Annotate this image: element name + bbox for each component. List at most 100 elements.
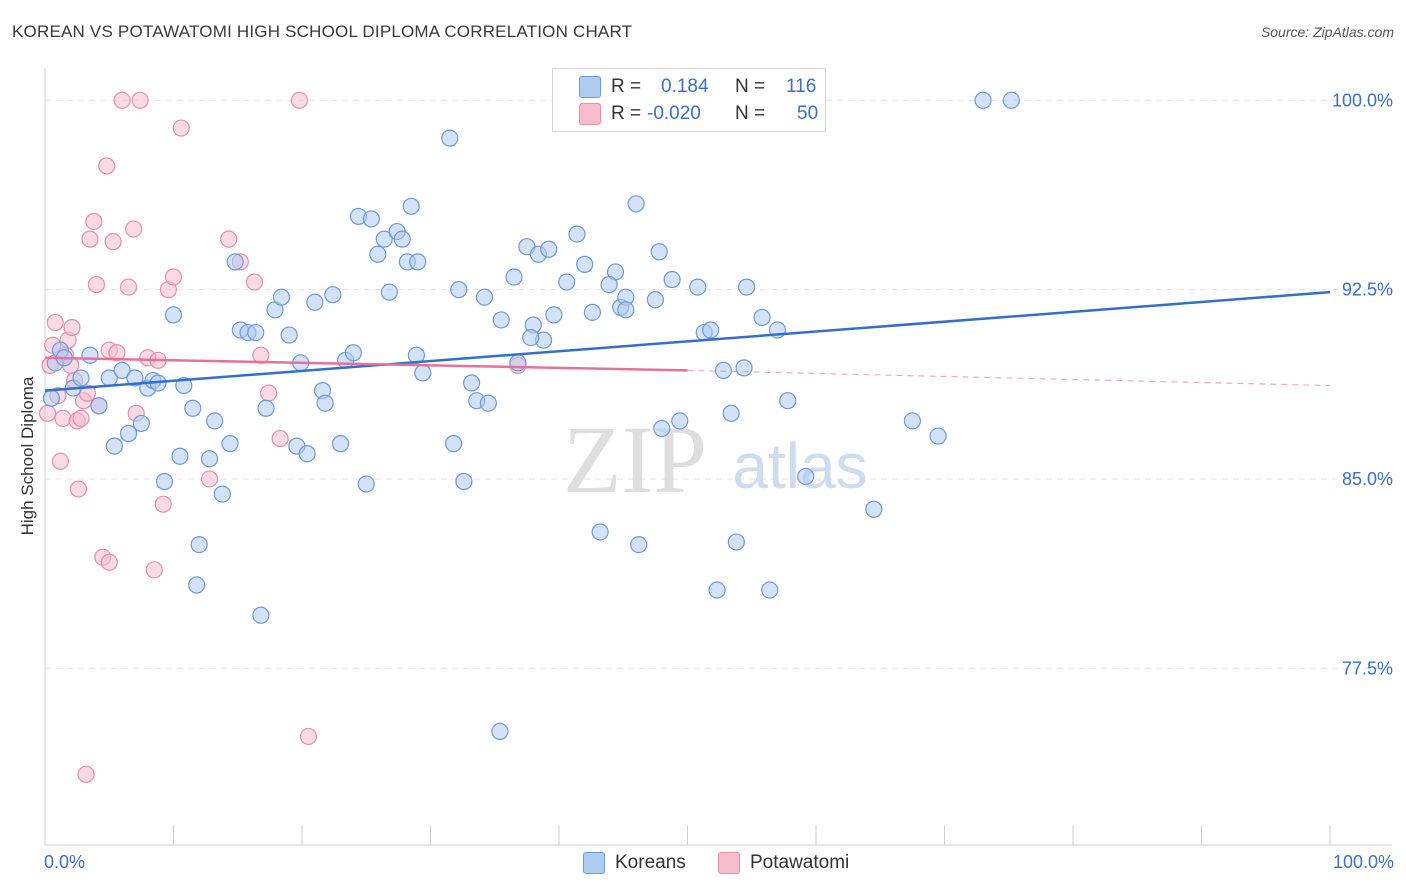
korean-point: [779, 392, 797, 410]
stats-legend: R = 0.184 N = 116 R = -0.020 N = 50: [552, 68, 826, 132]
korean-point: [630, 535, 648, 554]
korean-point: [617, 301, 635, 319]
legend-swatch-koreans: [583, 852, 605, 874]
korean-point: [450, 281, 468, 299]
korean-point: [1002, 91, 1020, 109]
y-axis-label: High School Diploma: [18, 376, 37, 536]
korean-point: [479, 394, 497, 412]
korean-trend-line: [44, 290, 1331, 392]
potawatomi-point: [51, 452, 70, 470]
potawatomi-point: [125, 220, 143, 238]
korean-point: [257, 399, 275, 417]
korean-point: [738, 278, 756, 296]
potawatomi-point: [54, 409, 72, 427]
korean-point: [272, 288, 291, 306]
korean-point: [155, 472, 174, 491]
potawatomi-point: [245, 273, 264, 291]
legend-item-koreans: Koreans: [583, 852, 686, 874]
korean-point: [576, 255, 594, 273]
korean-point: [280, 326, 298, 344]
potawatomi-point: [220, 230, 238, 248]
legend-label-potawatomi: Potawatomi: [750, 852, 850, 873]
potawatomi-point: [87, 275, 106, 294]
legend-r-label: R =: [611, 103, 642, 124]
korean-point: [298, 445, 316, 463]
potawatomi-point: [271, 429, 289, 448]
potawatomi-point: [145, 561, 163, 579]
series-koreans: [42, 91, 1020, 741]
korean-point: [42, 389, 61, 407]
korean-point: [324, 286, 342, 304]
korean-point: [247, 323, 265, 342]
korean-point: [380, 283, 398, 301]
korean-point: [455, 472, 473, 491]
korean-point: [708, 581, 726, 599]
korean-point: [375, 230, 393, 248]
legend-n-value-potawatomi: 50: [797, 103, 819, 124]
korean-point: [650, 243, 668, 261]
korean-point: [865, 500, 883, 518]
korean-point: [316, 394, 334, 412]
korean-point: [105, 437, 123, 455]
korean-point: [797, 467, 815, 486]
korean-point: [306, 293, 324, 311]
korean-point: [402, 197, 420, 215]
korean-point: [132, 414, 150, 433]
potawatomi-point: [77, 765, 95, 783]
series-legend: Koreans Potawatomi: [0, 852, 1406, 878]
korean-point: [540, 240, 558, 258]
potawatomi-point: [104, 233, 122, 251]
korean-point: [441, 129, 459, 147]
potawatomi-point: [299, 727, 318, 746]
y-tick-labels: 77.5% 85.0% 92.5% 100.0%: [1332, 90, 1393, 678]
potawatomi-point: [63, 318, 81, 337]
korean-point: [126, 369, 144, 387]
potawatomi-point: [108, 344, 126, 362]
potawatomi-trend-extension: [687, 369, 1331, 387]
korean-point: [81, 346, 99, 364]
potawatomi-point: [119, 278, 138, 296]
potawatomi-point: [46, 313, 64, 332]
korean-point: [188, 576, 206, 594]
potawatomi-point: [290, 91, 309, 109]
korean-point: [171, 447, 189, 465]
korean-point: [414, 364, 432, 382]
potawatomi-point: [172, 119, 190, 137]
korean-point: [663, 270, 681, 289]
korean-point: [545, 306, 563, 324]
korean-point: [600, 275, 618, 294]
korean-point: [213, 485, 231, 503]
watermark: ZIP atlas: [563, 406, 868, 513]
korean-point: [190, 535, 208, 554]
korean-point: [221, 435, 239, 453]
potawatomi-point: [131, 91, 149, 109]
korean-point: [522, 328, 540, 347]
korean-point: [714, 361, 733, 380]
korean-point: [164, 306, 183, 324]
korean-point: [646, 291, 664, 309]
korean-point: [568, 225, 586, 243]
korean-point: [369, 245, 387, 263]
korean-point: [903, 412, 921, 430]
potawatomi-trend-line: [44, 356, 688, 372]
potawatomi-point: [113, 91, 131, 109]
series-potawatomi: [38, 91, 527, 783]
legend-swatch-koreans: [579, 76, 601, 98]
korean-point: [357, 475, 375, 493]
korean-point: [331, 435, 350, 453]
legend-r-value-potawatomi: -0.020: [647, 103, 701, 124]
korean-point: [722, 404, 740, 422]
korean-point: [463, 374, 481, 392]
y-tick-label: 85.0%: [1342, 469, 1393, 489]
korean-point: [362, 210, 380, 228]
korean-point: [72, 369, 90, 387]
axes: [44, 68, 1392, 846]
korean-point: [591, 523, 609, 541]
korean-point: [492, 311, 510, 329]
korean-point: [119, 424, 138, 443]
korean-point: [226, 253, 244, 271]
legend-r-value-koreans: 0.184: [661, 76, 709, 97]
potawatomi-point: [81, 230, 99, 248]
korean-point: [689, 278, 707, 296]
